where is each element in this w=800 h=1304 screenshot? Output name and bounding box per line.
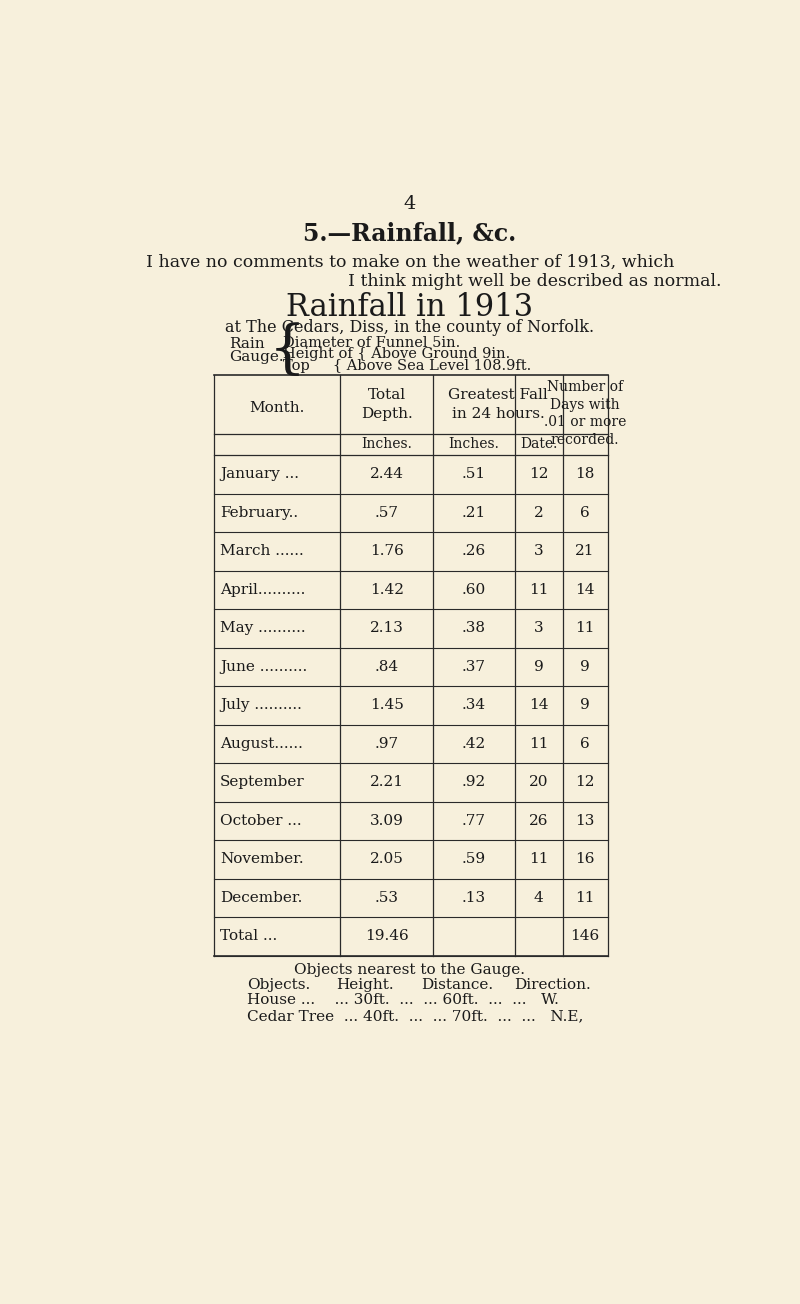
Text: .38: .38 [462,622,486,635]
Text: Date.: Date. [520,437,558,451]
Text: 18: 18 [575,468,595,481]
Text: 11: 11 [529,583,549,597]
Text: Number of
Days with
.01 or more
recorded.: Number of Days with .01 or more recorded… [544,379,626,447]
Text: 2.21: 2.21 [370,776,404,789]
Text: 2.05: 2.05 [370,853,404,866]
Text: Total
Depth.: Total Depth. [361,387,413,421]
Text: 4: 4 [404,196,416,214]
Text: 2.44: 2.44 [370,468,404,481]
Text: 12: 12 [529,468,549,481]
Text: February..: February.. [220,506,298,520]
Text: .37: .37 [462,660,486,674]
Text: October ...: October ... [220,814,302,828]
Text: May ..........: May .......... [220,622,306,635]
Text: 14: 14 [529,699,549,712]
Text: 3.09: 3.09 [370,814,404,828]
Text: June ..........: June .......... [220,660,307,674]
Text: Objects nearest to the Gauge.: Objects nearest to the Gauge. [294,962,526,977]
Text: 12: 12 [575,776,595,789]
Text: .59: .59 [462,853,486,866]
Text: .53: .53 [374,891,398,905]
Text: 5.—Rainfall, &c.: 5.—Rainfall, &c. [303,222,517,245]
Text: Gauge.: Gauge. [230,349,284,364]
Text: 6: 6 [580,737,590,751]
Text: 9: 9 [580,699,590,712]
Text: {: { [269,322,306,378]
Text: Cedar Tree  ... 40ft.  ...  ... 70ft.  ...  ...   N.E,: Cedar Tree ... 40ft. ... ... 70ft. ... .… [247,1009,584,1022]
Text: 3: 3 [534,545,543,558]
Text: August......: August...... [220,737,303,751]
Text: September: September [220,776,305,789]
Text: Inches.: Inches. [362,437,412,451]
Text: .60: .60 [462,583,486,597]
Text: 14: 14 [575,583,595,597]
Text: .13: .13 [462,891,486,905]
Text: Top     { Above Sea Level 108.9ft.: Top { Above Sea Level 108.9ft. [283,359,531,373]
Text: .51: .51 [462,468,486,481]
Text: House ...    ... 30ft.  ...  ... 60ft.  ...  ...   W.: House ... ... 30ft. ... ... 60ft. ... ..… [247,994,559,1008]
Text: Distance.: Distance. [422,978,494,992]
Text: 26: 26 [529,814,549,828]
Text: .97: .97 [374,737,399,751]
Text: 2: 2 [534,506,543,520]
Text: January ...: January ... [220,468,299,481]
Text: Diameter of Funnel 5in.: Diameter of Funnel 5in. [283,336,460,349]
Text: 3: 3 [534,622,543,635]
Text: .57: .57 [374,506,398,520]
Text: Height.: Height. [336,978,394,992]
Text: .21: .21 [462,506,486,520]
Text: 1.42: 1.42 [370,583,404,597]
Text: .77: .77 [462,814,486,828]
Text: 9: 9 [534,660,543,674]
Text: March ......: March ...... [220,545,304,558]
Text: 11: 11 [529,853,549,866]
Text: .84: .84 [374,660,399,674]
Text: I have no comments to make on the weather of 1913, which: I have no comments to make on the weathe… [146,254,674,271]
Text: 21: 21 [575,545,595,558]
Text: .42: .42 [462,737,486,751]
Text: 6: 6 [580,506,590,520]
Text: 11: 11 [575,891,595,905]
Text: 1.76: 1.76 [370,545,404,558]
Text: Direction.: Direction. [514,978,591,992]
Text: Rainfall in 1913: Rainfall in 1913 [286,292,534,323]
Text: .34: .34 [462,699,486,712]
Text: 11: 11 [529,737,549,751]
Text: Objects.: Objects. [247,978,310,992]
Text: Month.: Month. [249,400,304,415]
Text: Height of { Above Ground 9in.: Height of { Above Ground 9in. [283,347,510,361]
Text: .26: .26 [462,545,486,558]
Text: 16: 16 [575,853,595,866]
Text: Inches.: Inches. [448,437,499,451]
Text: July ..........: July .......... [220,699,302,712]
Text: 19.46: 19.46 [365,930,409,944]
Text: Greatest Fall
in 24 hours.: Greatest Fall in 24 hours. [449,387,548,421]
Text: 20: 20 [529,776,549,789]
Text: 13: 13 [575,814,595,828]
Text: December.: December. [220,891,302,905]
Text: at The Cedars, Diss, in the county of Norfolk.: at The Cedars, Diss, in the county of No… [226,319,594,336]
Text: 4: 4 [534,891,543,905]
Text: .92: .92 [462,776,486,789]
Text: April..........: April.......... [220,583,306,597]
Text: November.: November. [220,853,304,866]
Text: 146: 146 [570,930,600,944]
Text: 1.45: 1.45 [370,699,404,712]
Text: Rain: Rain [230,338,265,351]
Text: I think might well be described as normal.: I think might well be described as norma… [348,273,722,289]
Text: Total ...: Total ... [220,930,278,944]
Text: 9: 9 [580,660,590,674]
Text: 2.13: 2.13 [370,622,404,635]
Text: 11: 11 [575,622,595,635]
